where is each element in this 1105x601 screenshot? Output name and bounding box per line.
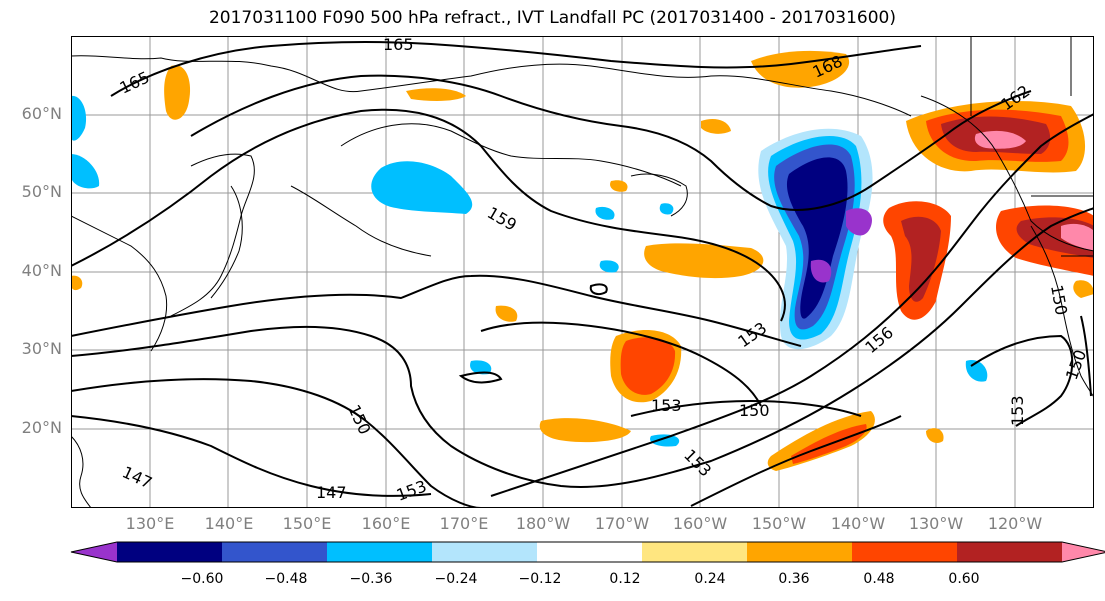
positive-anomaly-field — [71, 50, 1094, 471]
negative-anomaly-field — [71, 95, 988, 447]
colorbar-tick-label: 0.60 — [948, 571, 980, 587]
colorbar-swatch — [537, 542, 643, 562]
colorbar-tick-label: 0.24 — [694, 571, 726, 587]
colorbar-swatch — [747, 542, 853, 562]
colorbar-outline — [70, 541, 1105, 563]
coastlines — [71, 36, 1094, 508]
colorbar-tick-label: 0.36 — [778, 571, 810, 587]
contour-label: 165 — [383, 36, 414, 54]
map-panel: 165 165 168 162 159 153 156 150 153 150 … — [71, 36, 1094, 508]
contour-label: 150 — [344, 402, 374, 438]
contour-label: 159 — [484, 203, 520, 235]
map-title: 2017031100 F090 500 hPa refract., IVT La… — [208, 8, 896, 28]
colorbar-swatch — [327, 542, 433, 562]
contour-label: 165 — [117, 67, 153, 97]
lon-label: 150°E — [282, 514, 332, 533]
lat-label: 60°N — [21, 104, 62, 123]
lat-label: 30°N — [21, 339, 62, 358]
lon-label: 170°W — [594, 514, 650, 533]
colorbar-extend-min — [71, 542, 117, 562]
lat-label: 40°N — [21, 261, 62, 280]
lon-label: 180°W — [515, 514, 571, 533]
lon-label: 130°W — [908, 514, 964, 533]
colorbar: −0.60 −0.48 −0.36 −0.24 −0.12 0.12 0.24 … — [0, 537, 1105, 601]
lat-label: 20°N — [21, 418, 62, 437]
lon-label: 160°E — [361, 514, 411, 533]
map-canvas: 165 165 168 162 159 153 156 150 153 150 … — [71, 36, 1094, 508]
lon-label: 130°E — [125, 514, 175, 533]
lon-label: 170°E — [439, 514, 489, 533]
lon-label: 120°W — [987, 514, 1043, 533]
colorbar-extend-max — [1062, 542, 1105, 562]
colorbar-tick-label: −0.60 — [180, 571, 224, 587]
colorbar-tick-label: 0.48 — [863, 571, 895, 587]
contour-label: 153 — [734, 318, 770, 351]
lon-label: 150°W — [751, 514, 807, 533]
contour-label: 150 — [1062, 347, 1090, 382]
contour-label: 153 — [1008, 395, 1027, 426]
contour-label: 153 — [394, 476, 429, 504]
colorbar-tick-label: −0.24 — [434, 571, 478, 587]
contour-label: 150 — [1047, 283, 1071, 316]
contour-label: 153 — [680, 445, 715, 480]
colorbar-swatches — [70, 541, 1105, 563]
lon-label: 160°W — [672, 514, 728, 533]
lat-label: 50°N — [21, 182, 62, 201]
colorbar-tick-label: 0.12 — [609, 571, 641, 587]
colorbar-tick-label: −0.36 — [349, 571, 393, 587]
contour-label: 153 — [651, 396, 682, 415]
colorbar-swatch — [222, 542, 328, 562]
colorbar-swatch — [432, 542, 538, 562]
colorbar-swatch — [852, 542, 958, 562]
height-contours — [71, 40, 1094, 508]
colorbar-swatch — [642, 542, 748, 562]
colorbar-tick-label: −0.12 — [518, 571, 562, 587]
contour-label: 147 — [316, 483, 347, 502]
colorbar-swatch — [117, 542, 223, 562]
lon-label: 140°W — [830, 514, 886, 533]
contour-label: 150 — [739, 401, 770, 420]
contour-label: 156 — [861, 323, 897, 357]
lon-label: 140°E — [204, 514, 254, 533]
colorbar-tick-label: −0.48 — [264, 571, 308, 587]
colorbar-swatch — [957, 542, 1063, 562]
